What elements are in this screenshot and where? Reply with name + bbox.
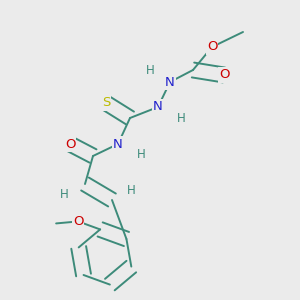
Text: N: N [165, 76, 175, 88]
Text: N: N [153, 100, 163, 113]
Text: O: O [207, 40, 217, 53]
Text: O: O [65, 137, 75, 151]
Text: H: H [136, 148, 146, 160]
Text: H: H [60, 188, 68, 200]
Text: N: N [113, 137, 123, 151]
Text: O: O [73, 215, 83, 228]
Text: H: H [177, 112, 185, 124]
Text: S: S [102, 97, 110, 110]
Text: H: H [127, 184, 135, 197]
Text: H: H [146, 64, 154, 76]
Text: O: O [219, 68, 229, 82]
